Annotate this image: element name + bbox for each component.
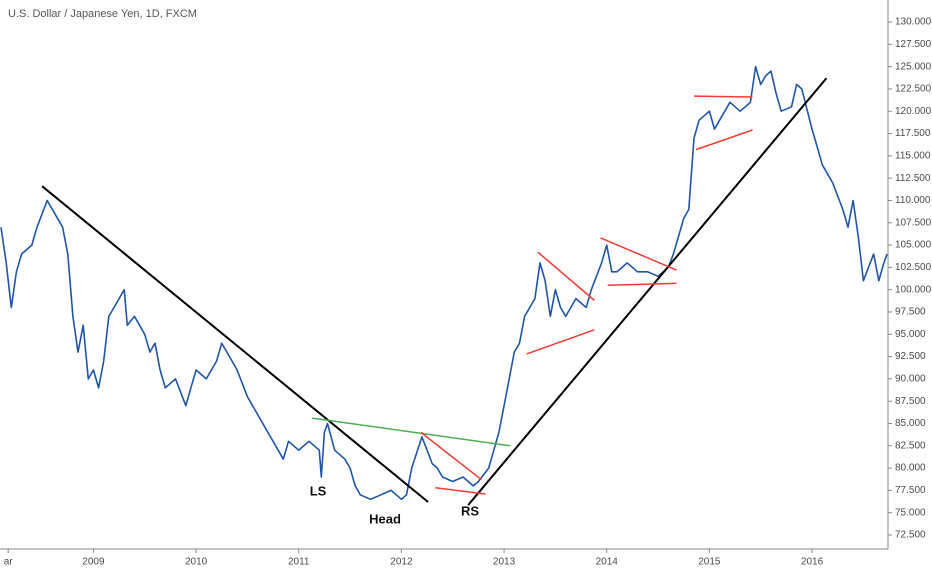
trendline (420, 431, 482, 481)
trendline (600, 237, 677, 271)
trendline (607, 282, 677, 286)
y-tick-label: 110.000 (895, 195, 931, 206)
pattern-label: Head (369, 511, 401, 526)
y-tick-label: 72.500 (895, 530, 926, 541)
x-tick-label: 2010 (185, 557, 208, 568)
y-tick-label: 97.500 (895, 307, 926, 318)
trendline (526, 329, 595, 355)
x-tick-label: 2011 (288, 557, 310, 568)
x-tick-label: 2014 (596, 557, 619, 568)
trendline (467, 77, 828, 506)
y-tick-label: 92.500 (895, 351, 926, 362)
x-tick-label: 2013 (493, 557, 516, 568)
trendline (435, 486, 486, 495)
y-tick-label: 82.500 (895, 440, 926, 451)
y-tick-label: 75.000 (895, 507, 926, 518)
y-tick-label: 117.500 (895, 128, 931, 139)
y-tick-label: 122.500 (895, 84, 932, 95)
x-tick-label: ar (4, 557, 14, 568)
y-tick-label: 102.500 (895, 262, 932, 273)
y-tick-label: 130.000 (895, 17, 932, 28)
x-tick-label: 2016 (801, 557, 824, 568)
y-tick-label: 85.000 (895, 418, 926, 429)
y-tick-label: 120.000 (895, 106, 932, 117)
y-tick-label: 87.500 (895, 396, 926, 407)
chart-title: U.S. Dollar / Japanese Yen, 1D, FXCM (8, 8, 197, 20)
y-tick-label: 90.000 (895, 374, 926, 385)
y-tick-label: 95.000 (895, 329, 926, 340)
trendline (41, 185, 429, 503)
x-tick-label: 2012 (390, 557, 413, 568)
y-tick-label: 107.500 (895, 217, 932, 228)
trendline (537, 251, 595, 301)
y-tick-label: 80.000 (895, 463, 926, 474)
y-tick-label: 127.500 (895, 39, 932, 50)
trendline (695, 129, 753, 151)
pattern-label: RS (461, 503, 479, 518)
pattern-label: LS (310, 483, 327, 498)
trendline (693, 95, 753, 98)
x-tick-label: 2015 (698, 557, 721, 568)
y-tick-label: 115.000 (895, 150, 931, 161)
price-line (0, 65, 888, 501)
y-tick-label: 105.000 (895, 240, 932, 251)
y-tick-label: 100.000 (895, 284, 932, 295)
y-tick-label: 112.500 (895, 173, 931, 184)
y-tick-label: 125.000 (895, 61, 932, 72)
x-tick-label: 2009 (82, 557, 105, 568)
trendline (311, 417, 511, 447)
y-tick-label: 77.500 (895, 485, 926, 496)
